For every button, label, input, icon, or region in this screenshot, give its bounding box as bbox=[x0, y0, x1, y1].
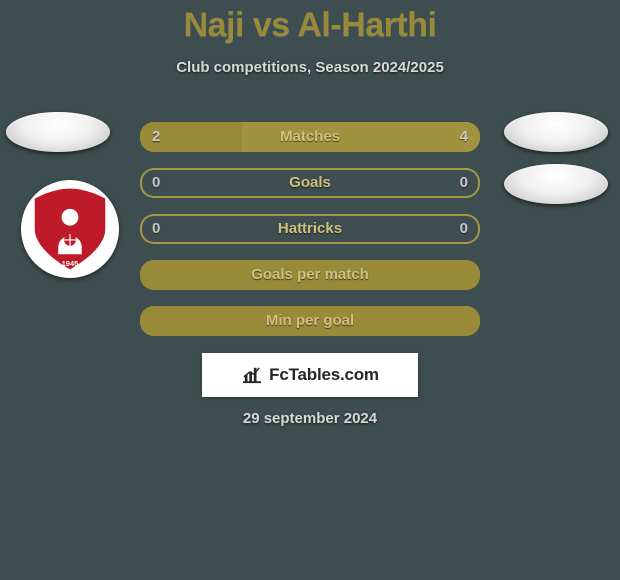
stat-row-hattricks: Hattricks00 bbox=[140, 214, 480, 244]
stat-row-goals-per-match: Goals per match bbox=[140, 260, 480, 290]
branding-badge: FcTables.com bbox=[202, 353, 418, 397]
stat-label: Goals bbox=[140, 168, 480, 198]
avatar-placeholder-icon bbox=[504, 112, 608, 152]
snapshot-date: 29 september 2024 bbox=[0, 410, 620, 427]
crest-year: 1945 bbox=[62, 259, 79, 268]
club-right-crest bbox=[504, 164, 614, 224]
page-title: Naji vs Al-Harthi bbox=[0, 0, 620, 45]
branding-text: FcTables.com bbox=[269, 365, 379, 385]
al-wehda-crest-icon: 1945 bbox=[28, 187, 112, 271]
stat-label: Min per goal bbox=[140, 306, 480, 336]
player-left-avatar-1 bbox=[6, 112, 116, 172]
avatar-placeholder-icon bbox=[504, 164, 608, 204]
subtitle: Club competitions, Season 2024/2025 bbox=[0, 59, 620, 76]
stat-row-goals: Goals00 bbox=[140, 168, 480, 198]
comparison-infographic: Naji vs Al-Harthi Club competitions, Sea… bbox=[0, 0, 620, 580]
stat-row-matches: Matches24 bbox=[140, 122, 480, 152]
avatar-placeholder-icon bbox=[6, 112, 110, 152]
stat-label: Matches bbox=[140, 122, 480, 152]
club-left-crest: 1945 bbox=[21, 180, 119, 278]
player-right-avatar-1 bbox=[504, 112, 614, 172]
stat-row-min-per-goal: Min per goal bbox=[140, 306, 480, 336]
stat-label: Goals per match bbox=[140, 260, 480, 290]
stat-bars: Matches24 Goals00 Hattricks00 Goals per mat… bbox=[140, 122, 480, 352]
bars-chart-icon bbox=[241, 366, 263, 384]
stat-label: Hattricks bbox=[140, 214, 480, 244]
